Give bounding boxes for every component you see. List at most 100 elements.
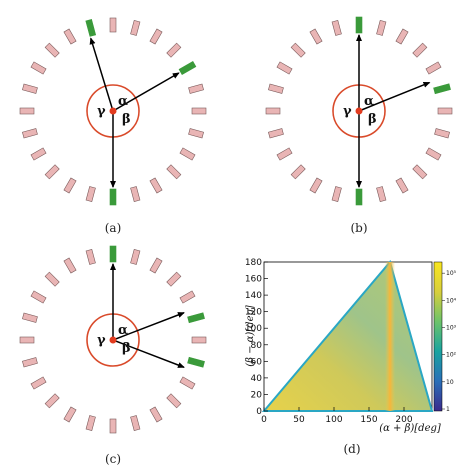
detector-element <box>265 107 281 115</box>
ridge-band <box>385 262 395 411</box>
detector-element <box>166 393 182 409</box>
colorbar-tick-label: 10⁵ <box>446 270 457 277</box>
colorbar-ticks: 1 10 10² 10³ 10⁴ 10⁵ <box>442 270 457 413</box>
panel-c: αβ γ <box>19 245 207 434</box>
y-tick-label: 40 <box>251 374 263 384</box>
detector-element <box>290 164 306 180</box>
detector-element <box>376 186 387 202</box>
detector-element <box>30 290 47 304</box>
hit-detector-element <box>109 245 117 263</box>
detector-element <box>437 107 453 115</box>
y-tick-label: 20 <box>251 390 263 400</box>
detector-element <box>149 257 163 274</box>
panel-a: αβ γ <box>19 17 207 206</box>
detector-element <box>191 336 207 344</box>
detector-element <box>85 249 96 265</box>
colorbar-tick-label: 1 <box>446 406 450 413</box>
detector-element <box>188 128 204 139</box>
detector-element <box>268 83 284 94</box>
detector-element <box>22 312 38 323</box>
detector-element <box>412 164 428 180</box>
detector-element <box>44 271 60 287</box>
detector-element <box>331 186 342 202</box>
detector-element <box>376 20 387 36</box>
detector-element <box>30 61 47 75</box>
detector-element <box>85 415 96 431</box>
detector-element <box>290 42 306 58</box>
detector-element <box>130 249 141 265</box>
detector-element <box>276 61 293 75</box>
beta-label: β <box>122 341 131 356</box>
hit-detector-element <box>178 60 197 76</box>
annihilation-point <box>355 107 363 115</box>
gamma-label: γ <box>97 104 106 119</box>
detector-element <box>149 406 163 423</box>
caption-a: (a) <box>105 221 122 235</box>
beta-label: β <box>122 112 131 127</box>
colorbar <box>433 261 443 412</box>
detector-element <box>63 257 77 274</box>
detector-element <box>22 128 38 139</box>
photon-arrow <box>112 312 185 341</box>
x-ticks: 0 50 100 150 200 <box>261 407 413 425</box>
detector-element <box>44 393 60 409</box>
detector-element <box>412 42 428 58</box>
detector-element <box>130 20 141 36</box>
colorbar-tick-label: 10³ <box>446 324 457 331</box>
detector-element <box>166 164 182 180</box>
detector-element <box>109 418 117 434</box>
y-axis-label: (β − α)[deg] <box>245 305 256 367</box>
y-ticks: 0 20 40 60 80 100 120 140 160 180 <box>245 258 268 417</box>
detector-element <box>19 336 35 344</box>
hit-detector-element <box>109 188 117 206</box>
y-tick-label: 60 <box>251 357 263 367</box>
detector-element <box>309 177 323 194</box>
gamma-label: γ <box>343 104 352 119</box>
hit-detector-element <box>187 312 205 324</box>
colorbar-tick-label: 10² <box>446 352 457 359</box>
detector-element <box>395 177 409 194</box>
hit-detector-element <box>85 19 97 37</box>
detector-element <box>30 376 47 390</box>
detector-element <box>276 147 293 161</box>
x-axis-label: (α + β)[deg] <box>379 423 441 434</box>
heatmap-panel: 0 50 100 150 200 0 20 40 60 80 100 120 140 160 180 (α… <box>245 258 457 456</box>
hit-detector-element <box>433 83 451 95</box>
detector-element <box>149 28 163 45</box>
detector-element <box>425 61 442 75</box>
x-tick-label: 200 <box>395 415 412 425</box>
detector-element <box>395 28 409 45</box>
hit-detector-element <box>355 16 363 34</box>
detector-element <box>22 357 38 368</box>
detector-element <box>130 415 141 431</box>
photon-arrow <box>358 81 431 112</box>
y-tick-label: 120 <box>245 308 262 318</box>
detector-element <box>44 42 60 58</box>
y-tick-label: 80 <box>251 341 263 351</box>
detector-element <box>425 147 442 161</box>
detector-element <box>149 177 163 194</box>
gamma-label: γ <box>97 333 106 348</box>
detector-element <box>268 128 284 139</box>
y-tick-label: 140 <box>245 291 262 301</box>
detector-element <box>309 28 323 45</box>
detector-element <box>331 20 342 36</box>
alpha-label: α <box>118 323 128 338</box>
y-tick-label: 160 <box>245 275 262 285</box>
alpha-label: α <box>118 94 128 109</box>
x-tick-label: 50 <box>293 415 305 425</box>
detector-element <box>63 28 77 45</box>
detector-element <box>19 107 35 115</box>
annihilation-point <box>109 336 117 344</box>
beta-label: β <box>368 112 377 127</box>
hit-detector-element <box>187 356 205 368</box>
detector-element <box>30 147 47 161</box>
photon-arrow <box>112 72 180 112</box>
photon-arrow <box>89 37 114 112</box>
caption-b: (b) <box>350 221 367 235</box>
annihilation-point <box>109 107 117 115</box>
detector-element <box>130 186 141 202</box>
x-tick-label: 100 <box>325 415 342 425</box>
detector-element <box>63 406 77 423</box>
